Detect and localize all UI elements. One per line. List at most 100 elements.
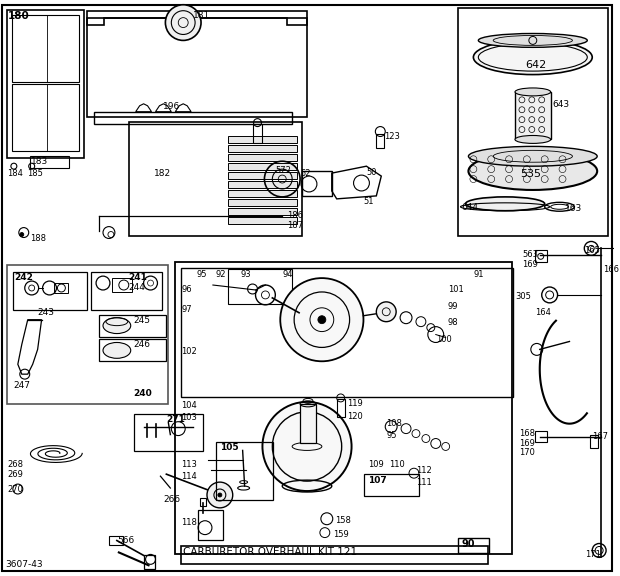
Bar <box>228 137 297 143</box>
Text: 91: 91 <box>474 270 484 279</box>
Text: CARBURETOR OVERHAUL KIT 121: CARBURETOR OVERHAUL KIT 121 <box>184 547 357 558</box>
Text: 118: 118 <box>181 518 197 527</box>
Bar <box>99 314 166 336</box>
Text: 566: 566 <box>117 536 134 544</box>
Text: 269: 269 <box>7 470 23 479</box>
Ellipse shape <box>515 135 551 143</box>
Bar <box>228 145 297 152</box>
Bar <box>198 510 223 540</box>
Bar <box>181 547 488 564</box>
Text: 96: 96 <box>181 285 192 294</box>
Text: 185: 185 <box>27 169 43 178</box>
Text: 244: 244 <box>129 283 146 292</box>
Text: 166: 166 <box>603 265 619 274</box>
Bar <box>13 272 87 310</box>
Ellipse shape <box>474 40 592 74</box>
Bar <box>458 7 608 236</box>
Bar <box>228 269 292 304</box>
Text: 112: 112 <box>416 466 432 475</box>
Bar <box>99 339 166 361</box>
Text: 186: 186 <box>287 211 303 220</box>
Text: 107: 107 <box>368 476 387 485</box>
Text: 110: 110 <box>389 460 405 469</box>
Bar <box>200 498 206 506</box>
Text: 266: 266 <box>164 495 180 504</box>
Text: 102: 102 <box>181 347 197 357</box>
Bar <box>129 122 302 236</box>
Text: 109: 109 <box>368 460 384 469</box>
Text: 93: 93 <box>241 270 251 279</box>
Text: 52: 52 <box>300 169 311 178</box>
Bar <box>55 283 68 293</box>
Text: 183: 183 <box>31 157 48 166</box>
Bar <box>228 163 297 170</box>
Text: 642: 642 <box>525 60 546 70</box>
Text: 563: 563 <box>522 251 538 259</box>
Text: 169: 169 <box>519 438 535 448</box>
Text: 181: 181 <box>193 11 210 20</box>
Text: 196: 196 <box>164 102 180 111</box>
Bar <box>300 404 316 444</box>
Circle shape <box>20 233 24 237</box>
Text: 120: 120 <box>347 412 362 421</box>
Text: 171: 171 <box>585 551 601 559</box>
Circle shape <box>166 5 201 40</box>
Text: 92: 92 <box>216 270 226 279</box>
Text: 165: 165 <box>584 247 600 255</box>
Text: 99: 99 <box>448 302 458 311</box>
Text: 97: 97 <box>181 305 192 314</box>
Text: 182: 182 <box>154 169 170 178</box>
Circle shape <box>218 493 222 497</box>
Ellipse shape <box>469 146 597 166</box>
Text: 119: 119 <box>347 399 362 408</box>
Text: 169: 169 <box>522 260 538 269</box>
Bar <box>87 18 307 117</box>
Bar <box>12 84 79 151</box>
Text: 98: 98 <box>448 318 458 327</box>
Text: 167: 167 <box>592 431 608 441</box>
Bar <box>228 199 297 206</box>
Text: 105: 105 <box>220 444 239 453</box>
Bar <box>228 172 297 179</box>
Bar <box>458 537 489 554</box>
Bar <box>12 14 79 82</box>
Ellipse shape <box>515 88 551 96</box>
Text: 104: 104 <box>181 401 197 410</box>
Bar <box>337 399 345 417</box>
Ellipse shape <box>469 152 597 190</box>
Bar <box>7 265 169 404</box>
Circle shape <box>262 402 352 491</box>
Bar <box>109 536 123 545</box>
Text: 114: 114 <box>181 472 197 481</box>
Text: 535: 535 <box>520 169 541 179</box>
Bar <box>228 190 297 197</box>
Text: 170: 170 <box>519 449 535 457</box>
Text: 188: 188 <box>30 233 46 242</box>
Bar <box>7 10 84 158</box>
Text: 180: 180 <box>8 11 30 21</box>
Bar <box>515 92 551 139</box>
Text: 572: 572 <box>275 166 291 175</box>
Bar <box>365 474 419 496</box>
Bar <box>94 112 292 124</box>
Bar <box>112 278 131 292</box>
Bar <box>302 171 332 196</box>
Circle shape <box>280 278 363 361</box>
Circle shape <box>376 302 396 321</box>
Text: 187: 187 <box>287 221 303 230</box>
Text: 103: 103 <box>181 413 197 422</box>
Text: 241: 241 <box>129 273 148 282</box>
Text: 90: 90 <box>461 539 475 548</box>
Text: 158: 158 <box>335 516 351 525</box>
Bar <box>216 442 273 500</box>
Text: 247: 247 <box>13 381 30 390</box>
Text: 159: 159 <box>333 530 348 539</box>
Text: 240: 240 <box>134 389 153 398</box>
Text: 268: 268 <box>7 460 23 469</box>
Text: 100: 100 <box>436 335 451 343</box>
Bar <box>175 262 512 555</box>
Bar <box>535 251 547 262</box>
Text: 643: 643 <box>552 100 570 109</box>
Bar <box>228 181 297 188</box>
Text: 101: 101 <box>448 285 463 294</box>
